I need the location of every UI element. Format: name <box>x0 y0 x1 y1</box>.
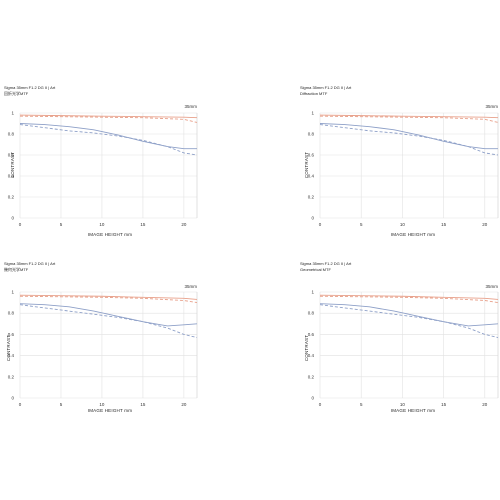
y-tick-label: 0.4 <box>8 174 15 179</box>
chart-title: Sigma 35mm F1.2 DG II | Art <box>4 85 56 90</box>
y-tick-label: 0 <box>11 396 14 401</box>
x-tick-label: 10 <box>99 222 105 227</box>
x-tick-label: 20 <box>181 222 187 227</box>
focal-length-label: 35mm <box>184 104 197 109</box>
y-tick-label: 0.6 <box>308 153 315 158</box>
x-axis-label: IMAGE HEIGHT mm <box>391 408 435 413</box>
chart-subtitle: 回折光学MTF <box>4 90 29 96</box>
mtf-chart-svg: Sigma 35mm F1.2 DG II | Art 回折光学MTF 35mm… <box>4 85 198 237</box>
y-tick-label: 0.8 <box>308 132 315 137</box>
x-tick-label: 10 <box>99 402 105 407</box>
y-tick-label: 1 <box>311 290 314 295</box>
plot-area: 00.20.40.60.810 5 10 15 20 <box>8 111 198 227</box>
y-tick-label: 0.2 <box>8 195 15 200</box>
chart-subtitle: 幾何光学MTF <box>4 266 29 272</box>
y-tick-label: 0.8 <box>8 132 15 137</box>
mtf-series-line-3 <box>319 124 499 156</box>
y-axis-label: CONTRAST <box>6 335 11 361</box>
y-tick-label: 0.2 <box>308 195 315 200</box>
mtf-series-line-3 <box>19 304 198 339</box>
mtf-series-line-3 <box>19 124 198 156</box>
y-tick-label: 0.4 <box>308 174 315 179</box>
mtf-series-line-2 <box>319 123 498 150</box>
x-tick-label: 0 <box>319 402 322 407</box>
y-tick-label: 0.2 <box>308 374 315 379</box>
y-tick-label: 0 <box>311 396 314 401</box>
mtf-series-line-1 <box>319 295 499 304</box>
x-tick-label: 20 <box>482 402 488 407</box>
mtf-series-line-0 <box>19 294 198 300</box>
x-tick-label: 5 <box>60 222 63 227</box>
mtf-chart-svg: Sigma 35mm F1.2 DG II | Art 幾何光学MTF 35mm… <box>4 261 198 413</box>
y-tick-label: 0.4 <box>8 353 15 358</box>
x-tick-label: 5 <box>360 402 363 407</box>
mtf-series-line-1 <box>319 115 499 123</box>
y-tick-label: 1 <box>11 290 14 295</box>
x-tick-label: 15 <box>140 222 146 227</box>
y-tick-label: 1 <box>311 111 314 116</box>
y-tick-label: 0 <box>311 216 314 221</box>
y-tick-label: 0.4 <box>308 353 315 358</box>
y-tick-label: 0.2 <box>8 374 15 379</box>
focal-length-label: 35mm <box>485 104 498 109</box>
plot-area: 00.20.40.60.810 5 10 15 20 <box>308 290 499 407</box>
chart-title: Sigma 35mm F1.2 DG II | Art <box>4 261 56 266</box>
x-tick-label: 15 <box>140 402 146 407</box>
y-axis-label: CONTRAST <box>304 335 309 361</box>
focal-length-label: 35mm <box>184 284 197 289</box>
mtf-series-line-2 <box>319 303 499 327</box>
mtf-chart-panel-top-left: Sigma 35mm F1.2 DG II | Art 回折光学MTF 35mm… <box>0 0 250 250</box>
mtf-chart-panel-bottom-left: Sigma 35mm F1.2 DG II | Art 幾何光学MTF 35mm… <box>0 250 250 500</box>
y-tick-label: 1 <box>11 111 14 116</box>
plot-area: 00.20.40.60.810 5 10 15 20 <box>308 111 499 227</box>
y-tick-label: 0.6 <box>8 332 15 337</box>
mtf-chart-svg: Sigma 35mm F1.2 DG II | Art Diffraction … <box>300 85 499 237</box>
x-tick-label: 15 <box>441 402 447 407</box>
x-axis-label: IMAGE HEIGHT mm <box>88 408 132 413</box>
mtf-series-line-3 <box>319 304 499 339</box>
mtf-series-line-2 <box>19 123 197 150</box>
x-tick-label: 20 <box>482 222 488 227</box>
chart-subtitle: Geometrical MTF <box>300 267 331 272</box>
y-tick-label: 0 <box>11 216 14 221</box>
y-tick-label: 0.8 <box>8 311 15 316</box>
focal-length-label: 35mm <box>485 284 498 289</box>
x-tick-label: 20 <box>181 402 187 407</box>
mtf-chart-panel-top-right: Sigma 35mm F1.2 DG II | Art Diffraction … <box>250 0 500 250</box>
mtf-series-line-1 <box>19 295 198 304</box>
x-tick-label: 5 <box>360 222 363 227</box>
mtf-series-line-0 <box>19 114 198 119</box>
y-tick-label: 0.6 <box>308 332 315 337</box>
x-axis-label: IMAGE HEIGHT mm <box>88 232 132 237</box>
x-axis-label: IMAGE HEIGHT mm <box>391 232 435 237</box>
x-tick-label: 10 <box>400 222 406 227</box>
x-tick-label: 5 <box>60 402 63 407</box>
y-axis-label: CONTRAST <box>10 152 15 178</box>
x-tick-label: 15 <box>441 222 447 227</box>
plot-area: 00.20.40.60.810 5 10 15 20 <box>8 290 198 407</box>
x-tick-label: 0 <box>19 222 22 227</box>
x-tick-label: 10 <box>400 402 406 407</box>
chart-subtitle: Diffraction MTF <box>300 91 328 96</box>
chart-title: Sigma 35mm F1.2 DG II | Art <box>300 261 352 266</box>
mtf-series-line-1 <box>19 115 198 123</box>
mtf-series-line-2 <box>19 303 198 327</box>
chart-title: Sigma 35mm F1.2 DG II | Art <box>300 85 352 90</box>
x-tick-label: 0 <box>319 222 322 227</box>
mtf-chart-panel-bottom-right: Sigma 35mm F1.2 DG II | Art Geometrical … <box>250 250 500 500</box>
x-tick-label: 0 <box>19 402 22 407</box>
mtf-series-line-0 <box>319 114 499 119</box>
mtf-chart-svg: Sigma 35mm F1.2 DG II | Art Geometrical … <box>300 261 499 413</box>
y-axis-label: CONTRAST <box>304 152 309 178</box>
mtf-series-line-0 <box>319 294 499 300</box>
y-tick-label: 0.6 <box>8 153 15 158</box>
y-tick-label: 0.8 <box>308 311 315 316</box>
